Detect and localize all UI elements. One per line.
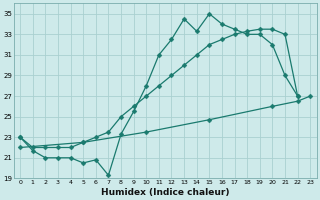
X-axis label: Humidex (Indice chaleur): Humidex (Indice chaleur) (101, 188, 229, 197)
